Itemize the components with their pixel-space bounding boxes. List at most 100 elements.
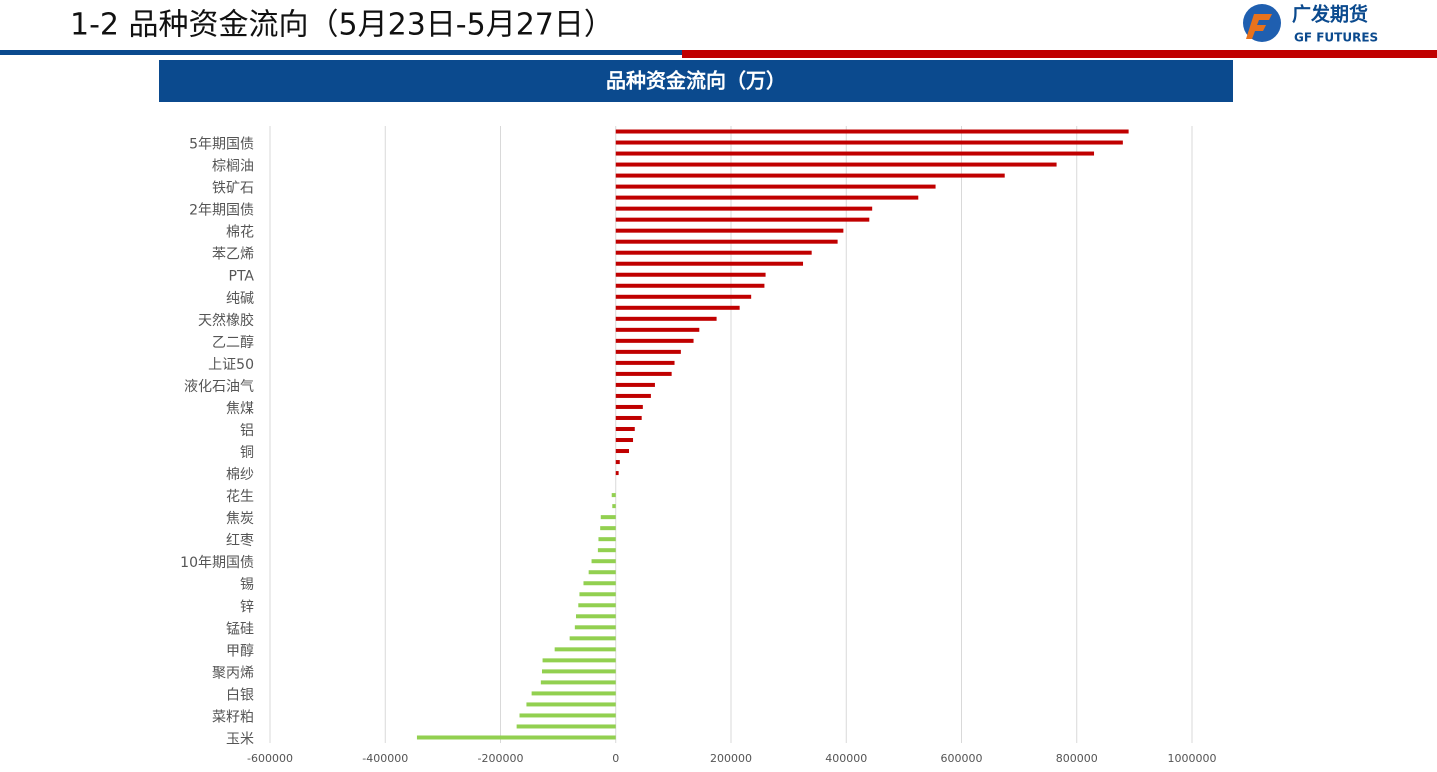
bar [615,460,620,465]
y-tick-label: 甲醇 [226,642,254,659]
y-tick-label: 2年期国债 [189,203,254,219]
x-tick-label: 800000 [1056,752,1098,765]
y-tick-label: 铜 [240,445,254,461]
bar [554,647,616,652]
bar [615,261,804,266]
bar [583,581,616,586]
bar [598,537,616,542]
bar [615,184,936,189]
x-tick-label: -200000 [478,752,524,765]
y-tick-label: 焦煤 [226,401,254,417]
x-tick-label: -600000 [247,752,293,765]
bar [541,669,616,674]
bar [615,294,752,299]
bar [519,713,616,718]
bar [615,327,700,332]
bar [615,217,870,222]
y-tick-label: 天然橡胶 [198,312,254,329]
bar [615,283,765,288]
bar [574,625,616,630]
y-tick-label: 纯碱 [226,291,254,307]
x-tick-label: 1000000 [1168,752,1217,765]
y-tick-label: 棕榈油 [212,159,254,175]
x-tick-label: 200000 [710,752,752,765]
y-tick-label: 白银 [226,687,254,703]
bar [615,449,630,454]
header-line-blue [0,50,682,55]
bar [588,570,616,575]
y-tick-label: 液化石油气 [184,379,254,395]
chart-banner [159,60,1233,102]
bar [615,438,634,443]
bar [600,515,616,520]
y-tick-label: 锌 [240,599,254,615]
y-tick-label: 5年期国债 [189,137,254,153]
bar [542,658,616,663]
bar [615,272,766,277]
bar [615,360,675,365]
bar [615,338,694,343]
y-tick-label: 锰硅 [226,621,254,637]
bar [575,614,616,619]
bar [516,724,616,729]
bar [615,349,681,354]
y-tick-label: 10年期国债 [180,555,254,571]
bar [612,504,616,509]
y-tick-label: PTA [229,269,255,285]
header-line-red [682,50,1437,58]
bar [615,404,643,409]
bar [615,371,672,376]
bar [615,471,619,476]
chart-title: 品种资金流向（万） [606,69,786,93]
bar [615,250,812,255]
plot: -600000 -400000 -200000 0 200000 400000 600000… [180,126,1217,765]
x-tick-label: 400000 [825,752,867,765]
bar [615,316,717,321]
x-tick-label: -400000 [362,752,408,765]
x-tick-label: 0 [612,752,619,765]
logo-cn: 广发期货 [1292,3,1368,26]
bar [615,151,1095,156]
y-tick-label: 花生 [226,489,254,505]
y-tick-label: 铁矿石 [212,181,254,197]
logo-en: GF FUTURES [1294,31,1378,45]
bar [591,559,616,564]
bar [578,603,616,608]
bar [615,129,1129,134]
y-tick-label: 铝 [240,423,254,439]
bar [615,415,642,420]
y-tick-label: 聚丙烯 [212,665,254,681]
bar [615,195,919,200]
y-tick-label: 棉花 [226,224,254,241]
y-tick-label: 锡 [240,577,254,593]
bar [615,239,838,244]
bar [569,636,616,641]
bar [540,680,616,685]
bar [615,393,651,398]
logo-mark [1246,14,1272,39]
y-tick-label: 棉纱 [226,466,254,483]
bar [416,735,616,740]
bar [579,592,616,597]
bar [600,526,616,531]
slide-title: 1-2 品种资金流向（5月23日-5月27日） [70,8,614,43]
bar [615,206,873,211]
y-tick-label: 玉米 [226,731,254,747]
bar [531,691,616,696]
bar [615,426,635,431]
bar [615,173,1005,178]
y-tick-label: 乙二醇 [212,334,254,351]
x-tick-label: 600000 [941,752,983,765]
bar [615,305,740,310]
bar [615,140,1123,145]
bar [615,382,655,387]
bar [611,493,616,498]
y-tick-label: 焦炭 [226,511,254,527]
y-tick-label: 菜籽粕 [212,709,254,725]
bar [526,702,616,707]
y-tick-label: 苯乙烯 [212,246,254,263]
bar [615,162,1057,167]
y-tick-label: 上证50 [208,357,254,373]
y-tick-label: 红枣 [226,533,254,549]
